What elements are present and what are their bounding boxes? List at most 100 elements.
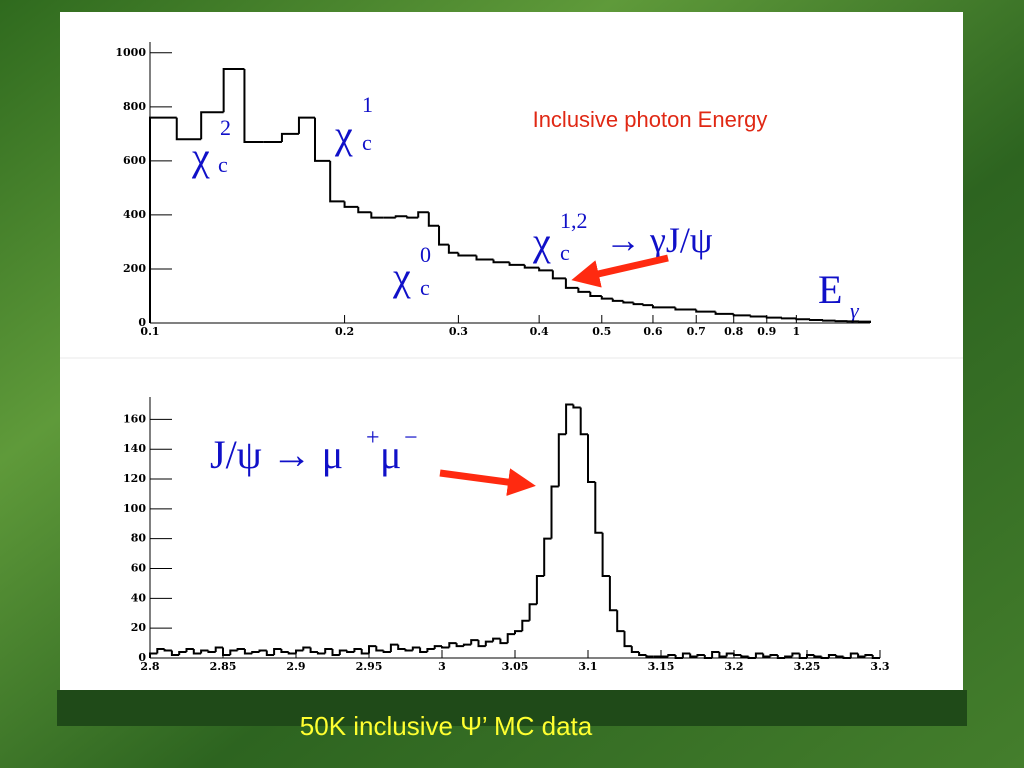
histogram-bin: [718, 652, 727, 658]
histogram-bin: [784, 655, 793, 658]
histogram-bin: [448, 642, 457, 648]
histogram-bin: [475, 255, 494, 261]
histogram-bin: [331, 649, 340, 657]
x-tick-label: 3.3: [870, 660, 889, 673]
x-tick-label: 0.9: [757, 325, 776, 338]
histogram-bin: [754, 652, 764, 658]
histogram-bin: [329, 160, 345, 203]
histogram-bin: [642, 304, 653, 307]
histogram-bin: [441, 646, 450, 649]
x-tick-label: 2.95: [356, 660, 383, 673]
histogram-bin: [178, 651, 187, 656]
histogram-bin: [616, 610, 625, 633]
histogram-bin: [357, 206, 372, 214]
x-tick-label: 0.4: [530, 325, 549, 338]
y-tick-label: 0: [138, 316, 146, 329]
x-tick-label: 0.2: [335, 325, 354, 338]
histogram-bin: [149, 116, 177, 323]
histogram-bin: [389, 643, 399, 653]
histogram-bin: [506, 633, 515, 644]
histogram-bin: [447, 244, 459, 254]
histogram-bin: [324, 648, 333, 654]
histogram-bin: [360, 649, 369, 655]
histogram-bin: [857, 320, 871, 323]
chart-title: Inclusive photon Energy: [533, 107, 768, 132]
histogram-bin: [200, 111, 224, 140]
x-tick-label: 0.8: [724, 325, 743, 338]
histogram-bin: [295, 649, 304, 654]
histogram-bin: [798, 653, 807, 659]
y-tick-label: 120: [123, 472, 146, 485]
histogram-bin: [579, 407, 588, 436]
histogram-bin: [265, 650, 275, 657]
histogram-bin: [470, 639, 479, 645]
caption: 50K inclusive Ψ’ MC data: [300, 711, 593, 741]
histogram-bin: [622, 300, 634, 304]
histogram-bin: [457, 252, 477, 257]
histogram-bin: [769, 654, 778, 657]
y-tick-label: 600: [123, 154, 146, 167]
histogram-bin: [343, 201, 359, 208]
histogram-bin: [492, 259, 510, 264]
histogram-bin: [747, 656, 756, 659]
histogram-bin: [207, 650, 216, 654]
histogram-bin: [608, 575, 618, 612]
histogram-bin: [601, 532, 610, 577]
histogram-bin: [185, 648, 194, 653]
x-tick-label: 3.1: [578, 660, 597, 673]
histogram-bin: [765, 316, 782, 319]
histogram-bin: [535, 574, 545, 605]
histogram-bin: [795, 318, 811, 321]
histogram-bin: [280, 132, 299, 142]
histogram-bin: [170, 650, 180, 657]
histogram-bin: [243, 649, 253, 655]
histogram-bin: [426, 648, 435, 653]
histogram-bin: [703, 655, 713, 659]
histogram-bin: [572, 404, 581, 409]
histogram-bin: [695, 309, 716, 313]
histogram-bin: [645, 655, 654, 658]
histogram-bin: [309, 647, 318, 654]
histogram-bin: [762, 653, 771, 658]
histogram-bin: [222, 68, 245, 113]
histogram-bin: [316, 652, 326, 655]
histogram-bin: [711, 651, 720, 658]
histogram-bin: [243, 69, 264, 143]
arrow: [439, 468, 536, 497]
histogram-bin: [280, 649, 289, 654]
x-tick-label: 3.2: [724, 660, 743, 673]
histogram-bin: [714, 311, 734, 315]
histogram-bin: [557, 433, 567, 487]
histogram-bin: [484, 640, 494, 647]
histogram-bin: [651, 305, 676, 309]
x-tick-label: 2.85: [210, 660, 237, 673]
histogram-bin: [521, 619, 530, 632]
annotation: χ 1,2 c → γJ/ψ: [532, 208, 713, 265]
x-tick-label: 3: [438, 660, 446, 673]
histogram-bin: [287, 652, 296, 655]
histogram-bin: [834, 320, 848, 323]
histogram-bin: [222, 647, 231, 657]
y-tick-label: 80: [131, 532, 147, 545]
x-tick-label: 0.1: [140, 325, 159, 338]
histogram-bin: [438, 225, 449, 246]
histogram-bin: [594, 482, 603, 534]
histogram-bin: [229, 649, 238, 656]
histogram-bin: [809, 319, 824, 322]
histogram-bin: [406, 216, 419, 219]
histogram-bin: [749, 315, 767, 318]
histogram-bin: [404, 649, 413, 652]
x-tick-label: 0.7: [687, 325, 706, 338]
histogram-bin: [820, 656, 829, 659]
histogram-bin: [236, 648, 245, 651]
histogram-bin: [776, 655, 786, 659]
histogram-bin: [674, 655, 683, 659]
histogram-bin: [842, 656, 851, 659]
histogram-bin: [382, 650, 391, 654]
histogram-bin: [192, 649, 202, 655]
histogram-bin: [214, 646, 223, 653]
histogram-bin: [632, 302, 644, 306]
y-tick-label: 140: [123, 442, 146, 455]
